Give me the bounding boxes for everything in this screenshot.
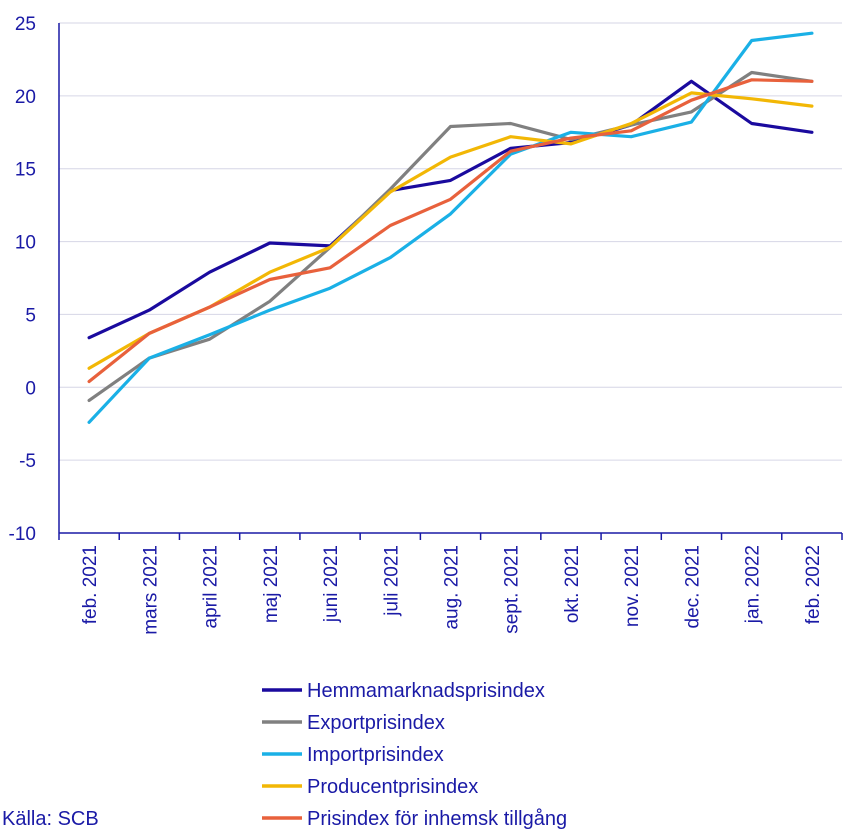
legend: Hemmamarknadsprisindex Exportprisindex Imp… (262, 680, 567, 830)
axes (58, 23, 843, 540)
x-tick-label: sept. 2021 (502, 545, 523, 634)
y-tick-label: 5 (25, 305, 36, 326)
y-tick-label: -5 (19, 451, 36, 472)
x-tick-label: dec. 2021 (682, 545, 703, 628)
source-note: Källa: SCB (2, 808, 99, 830)
series-line (87, 91, 814, 370)
legend-label: Importprisindex (307, 744, 444, 766)
x-tick-label: mars 2021 (140, 545, 161, 635)
series-line (87, 78, 814, 384)
y-tick-label: 20 (15, 87, 36, 108)
x-tick-label: maj 2021 (261, 545, 282, 623)
y-tick-label: 15 (15, 160, 36, 181)
x-tick-label: juli 2021 (381, 545, 402, 617)
y-axis-ticks: 25 20 15 10 5 0 -5 -10 (9, 14, 36, 545)
legend-label: Exportprisindex (307, 712, 445, 734)
y-tick-label: 25 (15, 14, 36, 35)
x-tick-label: april 2021 (201, 545, 222, 628)
y-tick-label: 0 (25, 378, 36, 399)
x-tick-label: feb. 2022 (803, 545, 824, 624)
series-line (87, 79, 814, 340)
x-tick-label: feb. 2021 (80, 545, 101, 624)
x-tick-label: aug. 2021 (442, 545, 463, 630)
y-tick-label: 10 (15, 233, 36, 254)
series-lines (87, 31, 814, 424)
series-line (87, 31, 814, 424)
y-tick-label: -10 (9, 524, 36, 545)
x-tick-label: juni 2021 (321, 545, 342, 623)
x-tick-label: nov. 2021 (622, 545, 643, 627)
legend-label: Producentprisindex (307, 776, 478, 798)
legend-label: Prisindex för inhemsk tillgång (307, 808, 567, 830)
x-tick-label: okt. 2021 (562, 545, 583, 623)
series-line (87, 70, 814, 402)
legend-label: Hemmamarknadsprisindex (307, 680, 545, 702)
x-tick-label: jan. 2022 (743, 545, 764, 624)
x-axis-ticks: feb. 2021 mars 2021 april 2021 maj 2021 juni… (80, 545, 824, 635)
